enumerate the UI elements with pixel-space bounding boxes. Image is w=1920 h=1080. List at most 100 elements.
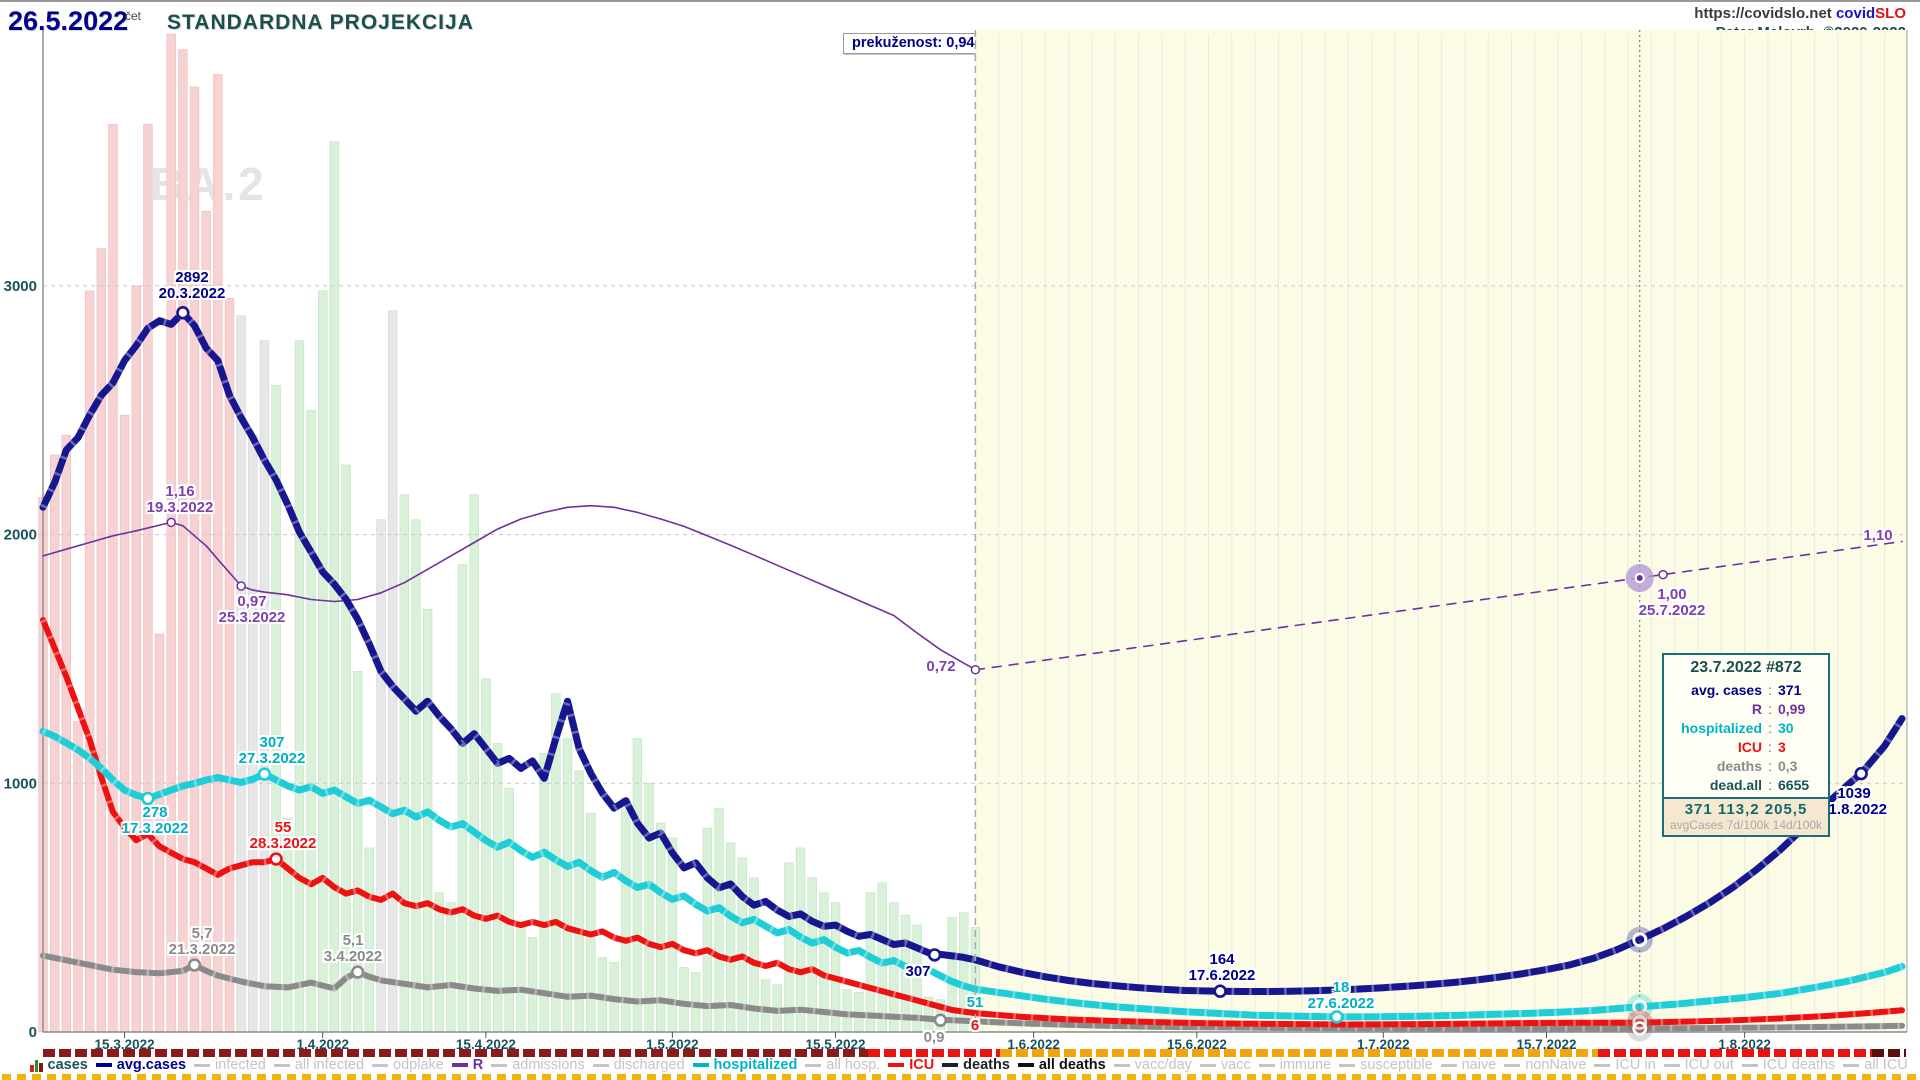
series-avg.cases: [39, 309, 1906, 995]
x-axis-label: 15.5.2022: [806, 1037, 866, 1052]
legend-item-cases[interactable]: cases: [30, 1057, 88, 1073]
legend-item-avg-cases[interactable]: avg.cases: [95, 1057, 186, 1073]
daily-cases-bar: [61, 434, 72, 1033]
legend-item-vacc-day[interactable]: vacc/day: [1113, 1057, 1192, 1073]
legend-label: ICU in: [1615, 1057, 1656, 1073]
daily-cases-bar: [889, 902, 899, 1033]
daily-cases-bar: [562, 738, 573, 1033]
legend-label: ICU out: [1684, 1057, 1734, 1073]
daily-cases-bar: [574, 770, 584, 1033]
page-title: STANDARDNA PROJEKCIJA: [167, 11, 474, 34]
legend-item-r[interactable]: R: [451, 1057, 484, 1073]
daily-cases-bar: [248, 434, 258, 1033]
daily-cases-bar: [364, 847, 375, 1033]
data-marker: [350, 965, 365, 979]
series-dash-icon: [888, 1063, 905, 1067]
legend-item-odplake[interactable]: odplake: [372, 1057, 444, 1073]
x-axis-label: 1.8.2022: [1718, 1037, 1771, 1052]
data-marker: [187, 958, 202, 972]
data-marker: [927, 948, 942, 962]
legend-item-all-deaths[interactable]: all deaths: [1017, 1057, 1106, 1073]
daily-cases-bar: [96, 248, 106, 1033]
legend-label: all deaths: [1038, 1057, 1106, 1073]
site-url[interactable]: https://covidslo.net: [1694, 5, 1832, 22]
legend-item-all-infected[interactable]: all infected: [273, 1057, 365, 1073]
daily-cases-bar: [760, 979, 771, 1033]
series-dash-icon: [1258, 1063, 1275, 1067]
info-box-footer: 371 113,2 205,5 avgCases 7d/100k 14d/100…: [1664, 797, 1828, 835]
series-dash-icon: [273, 1063, 290, 1067]
x-axis-label: 15.6.2022: [1167, 1037, 1227, 1052]
legend-item-naive[interactable]: naive: [1440, 1057, 1496, 1073]
legend-item-infected[interactable]: infected: [194, 1057, 266, 1073]
daily-cases-bar: [387, 310, 398, 1033]
legend-item-icu[interactable]: ICU: [888, 1057, 934, 1073]
legend-item-deaths[interactable]: deaths: [942, 1057, 1010, 1073]
data-marker: [141, 791, 155, 806]
daily-cases-bar: [702, 827, 713, 1033]
r-forecast-marker: [1636, 575, 1643, 582]
legend-item-hospitalized[interactable]: hospitalized: [692, 1057, 797, 1073]
legend-item-susceptible[interactable]: susceptible: [1339, 1057, 1433, 1073]
daily-cases-bar: [376, 519, 386, 1033]
legend-item-all-hosp-[interactable]: all hosp.: [805, 1057, 880, 1073]
series-ICU: [40, 617, 1905, 1028]
x-axis-label: 1.5.2022: [646, 1037, 699, 1052]
series-dash-icon: [1594, 1063, 1611, 1067]
daily-cases-bar: [411, 519, 421, 1033]
info-box-row: R:0,99: [1751, 700, 1806, 717]
series-dash-icon: [95, 1063, 112, 1067]
daily-cases-bar: [84, 290, 95, 1033]
legend-item-icu-in[interactable]: ICU in: [1594, 1057, 1656, 1073]
legend-label: discharged: [613, 1057, 685, 1073]
legend-label: vacc: [1220, 1057, 1251, 1073]
legend-item-vacc[interactable]: vacc: [1199, 1057, 1251, 1073]
series-dash-icon: [1017, 1063, 1034, 1067]
info-box-row: avg. cases:371: [1691, 681, 1802, 698]
daily-cases-bar: [108, 123, 118, 1033]
legend-label: all hosp.: [826, 1057, 881, 1073]
avg-cases-incidence-caption: avgCases 7d/100k 14d/100k: [1669, 818, 1823, 832]
daily-cases-bar: [784, 862, 794, 1033]
r-marker: [166, 517, 176, 528]
series-dash-icon: [1741, 1063, 1758, 1067]
legend-label: deaths: [963, 1057, 1010, 1073]
info-box-row: hospitalized:30: [1681, 719, 1794, 736]
series-dash-icon: [1504, 1063, 1521, 1067]
legend-item-nonnaive[interactable]: nonNaive: [1504, 1057, 1586, 1073]
daily-cases-bar: [457, 564, 468, 1033]
legend-item-admissions[interactable]: admissions: [491, 1057, 585, 1073]
chart-legend: cases avg.cases infected all infected odplak…: [30, 1057, 1908, 1073]
daily-cases-bar: [446, 902, 456, 1033]
daily-cases-bar: [131, 285, 141, 1033]
forecast-date-marker: [1632, 1015, 1648, 1030]
daily-cases-bar: [621, 797, 631, 1033]
daily-cases-bar: [73, 720, 83, 1033]
legend-item-icu-out[interactable]: ICU out: [1663, 1057, 1734, 1073]
daily-cases-bar: [166, 33, 176, 1033]
legend-label: immune: [1279, 1057, 1332, 1073]
data-marker: [257, 767, 272, 781]
x-axis-label: 15.4.2022: [456, 1037, 516, 1052]
series-dash-icon: [805, 1063, 822, 1067]
daily-cases-bar: [714, 807, 724, 1033]
daily-cases-bar: [318, 290, 328, 1033]
legend-label: all infected: [294, 1057, 365, 1073]
legend-label: R: [472, 1057, 484, 1073]
daily-cases-bar: [434, 892, 444, 1033]
legend-label: vacc/day: [1134, 1057, 1192, 1073]
legend-item-discharged[interactable]: discharged: [592, 1057, 685, 1073]
daily-cases-bar: [527, 937, 538, 1033]
legend-item-icu-deaths[interactable]: ICU deaths: [1741, 1057, 1835, 1073]
legend-item-all-icu[interactable]: all ICU: [1843, 1057, 1908, 1073]
daily-cases-bar: [119, 414, 130, 1033]
data-marker: [1854, 766, 1868, 781]
series-dash-icon: [942, 1063, 959, 1067]
daily-cases-bar: [516, 927, 526, 1033]
series-dash-icon: [1843, 1063, 1860, 1067]
data-marker: [933, 1013, 948, 1027]
legend-item-immune[interactable]: immune: [1258, 1057, 1332, 1073]
r-marker: [970, 665, 981, 675]
x-axis-label: 15.7.2022: [1516, 1037, 1576, 1052]
